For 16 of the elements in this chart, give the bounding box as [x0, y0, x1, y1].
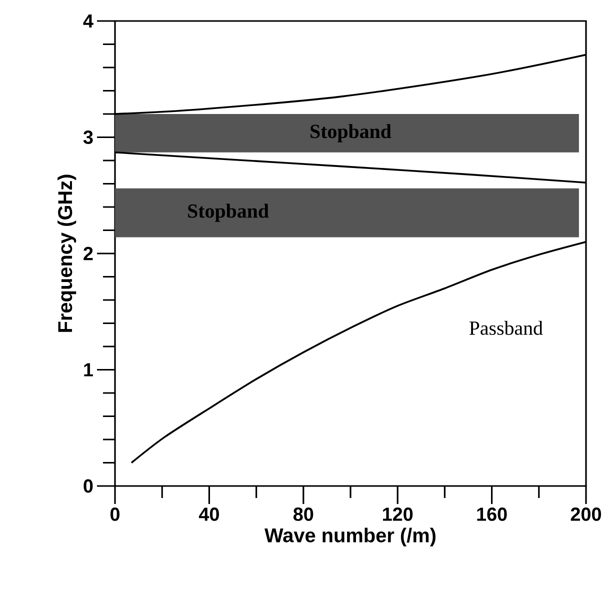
annotation: Passband — [469, 320, 543, 335]
x-tick-label: 0 — [110, 508, 120, 521]
y-axis-title: Frequency (GHz) — [58, 174, 76, 332]
y-tick-label: 2 — [84, 246, 93, 260]
band-label: Stopband — [188, 204, 269, 222]
band-label: Stopband — [310, 124, 392, 142]
x-tick-label: 160 — [477, 508, 507, 521]
x-tick-label: 200 — [570, 508, 602, 521]
y-tick-label: 1 — [84, 363, 93, 376]
x-tick-label: 40 — [198, 508, 219, 521]
y-tick-label: 0 — [84, 479, 93, 493]
x-axis-title: Wave number (/m) — [264, 528, 436, 546]
y-tick-label: 4 — [83, 14, 94, 28]
x-tick-label: 80 — [293, 508, 314, 521]
x-tick-label: 120 — [383, 508, 413, 521]
y-tick-label: 3 — [83, 130, 93, 144]
